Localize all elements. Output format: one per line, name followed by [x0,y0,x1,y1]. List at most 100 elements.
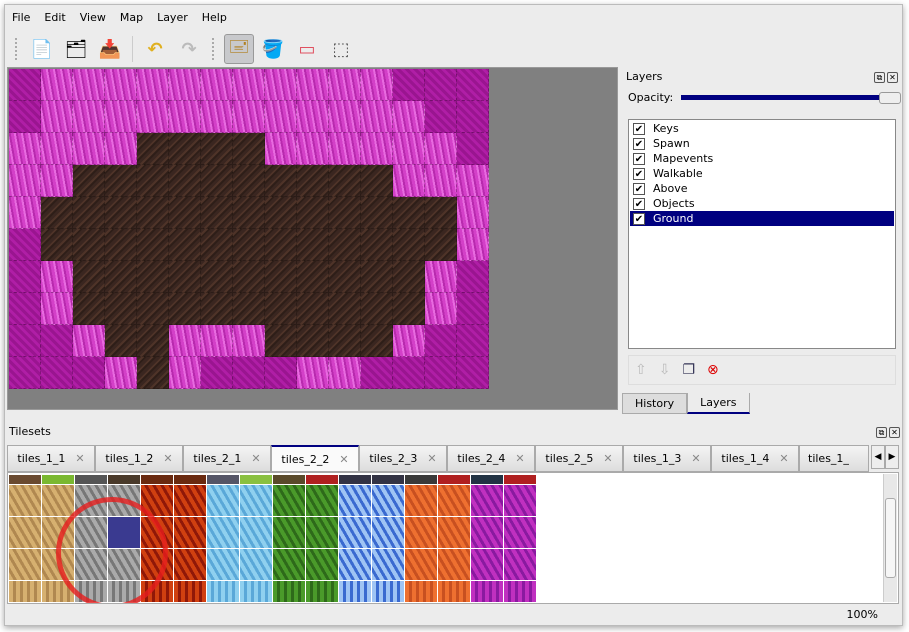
map-tile[interactable] [41,229,73,261]
visibility-checkbox[interactable]: ✔ [633,137,645,150]
tileset-tile[interactable] [174,549,207,581]
tileset-tile[interactable] [207,485,240,517]
tab-tiles-2-1[interactable]: tiles_2_1 ✕ [183,445,271,472]
map-tile[interactable] [137,197,169,229]
map-tile[interactable] [169,197,201,229]
tileset-tile[interactable] [174,485,207,517]
tileset-tile[interactable] [306,517,339,549]
tileset-tile[interactable] [504,549,537,581]
tileset-tile[interactable] [42,485,75,517]
map-tile[interactable] [201,325,233,357]
tileset-tile[interactable] [438,581,471,603]
map-tile[interactable] [329,229,361,261]
map-tile[interactable] [201,133,233,165]
map-tile[interactable] [329,133,361,165]
map-tile[interactable] [169,69,201,101]
map-tile[interactable] [297,69,329,101]
map-tile[interactable] [169,261,201,293]
map-tile[interactable] [137,357,169,389]
map-tile[interactable] [41,165,73,197]
map-tile[interactable] [265,69,297,101]
visibility-checkbox[interactable]: ✔ [633,182,645,195]
map-tile[interactable] [169,229,201,261]
map-tile[interactable] [169,357,201,389]
tileset-tile[interactable] [9,549,42,581]
map-tile[interactable] [73,165,105,197]
map-tile[interactable] [393,197,425,229]
map-tile[interactable] [265,357,297,389]
tileset-tile[interactable] [306,485,339,517]
menu-map[interactable]: Map [119,11,144,24]
tileset-tile[interactable] [405,549,438,581]
map-tile[interactable] [9,293,41,325]
scroll-tabs-left-icon[interactable]: ◀ [871,445,885,469]
tab-tiles-2-4[interactable]: tiles_2_4 ✕ [447,445,535,472]
tileset-tile[interactable] [240,581,273,603]
tileset-tile[interactable] [9,581,42,603]
map-tile[interactable] [393,69,425,101]
map-tile[interactable] [265,133,297,165]
map-tile[interactable] [361,261,393,293]
map-tile[interactable] [297,325,329,357]
map-tile[interactable] [233,101,265,133]
tab-tiles-2-3[interactable]: tiles_2_3 ✕ [359,445,447,472]
float-icon[interactable]: ⧉ [876,426,887,438]
tileset-tile[interactable] [240,475,273,485]
map-tile[interactable] [425,325,457,357]
map-tile[interactable] [233,229,265,261]
map-tile[interactable] [457,261,489,293]
tileset-tile[interactable] [207,475,240,485]
map-tile[interactable] [457,69,489,101]
map-tile[interactable] [105,165,137,197]
map-tile[interactable] [41,293,73,325]
map-tile[interactable] [361,69,393,101]
tileset-tile[interactable] [273,549,306,581]
close-tab-icon[interactable]: ✕ [163,452,173,465]
visibility-checkbox[interactable]: ✔ [633,212,645,225]
map-tile[interactable] [425,357,457,389]
map-tile[interactable] [329,101,361,133]
map-tile[interactable] [425,69,457,101]
map-tile[interactable] [265,293,297,325]
bucket-fill-button[interactable]: 🪣 [258,34,288,64]
map-tile[interactable] [137,69,169,101]
map-tile[interactable] [425,101,457,133]
map-tile[interactable] [329,293,361,325]
tileset-tile[interactable] [372,517,405,549]
tileset-tile[interactable] [504,581,537,603]
move-layer-up-icon[interactable]: ⇧ [635,362,647,378]
tab-tiles-1-3[interactable]: tiles_1_3 ✕ [623,445,711,472]
map-tile[interactable] [73,101,105,133]
close-tab-icon[interactable]: ✕ [603,452,613,465]
map-tile[interactable] [329,325,361,357]
map-tile[interactable] [105,293,137,325]
map-tile[interactable] [393,229,425,261]
map-tile[interactable] [457,357,489,389]
map-tile[interactable] [361,325,393,357]
tileset-tile[interactable] [306,581,339,603]
map-tile[interactable] [361,293,393,325]
redo-button[interactable]: ↷ [174,34,204,64]
map-tile[interactable] [169,133,201,165]
tab-tiles-1-1[interactable]: tiles_1_1 ✕ [7,445,95,472]
tileset-tile[interactable] [405,475,438,485]
map-tile[interactable] [233,69,265,101]
tileset-tile[interactable] [471,549,504,581]
map-tile[interactable] [169,293,201,325]
map-tile[interactable] [297,197,329,229]
map-tile[interactable] [233,357,265,389]
map-tile[interactable] [73,261,105,293]
map-tile[interactable] [41,325,73,357]
map-tile[interactable] [265,325,297,357]
close-tab-icon[interactable]: ✕ [427,452,437,465]
close-tab-icon[interactable]: ✕ [251,452,261,465]
tileset-tile[interactable] [75,475,108,485]
map-tile[interactable] [9,165,41,197]
map-tile[interactable] [393,165,425,197]
close-tab-icon[interactable]: ✕ [339,452,349,466]
map-tile[interactable] [41,357,73,389]
undo-button[interactable]: ↶ [140,34,170,64]
map-tile[interactable] [201,165,233,197]
tileset-tile[interactable] [9,485,42,517]
tileset-tile[interactable] [174,517,207,549]
